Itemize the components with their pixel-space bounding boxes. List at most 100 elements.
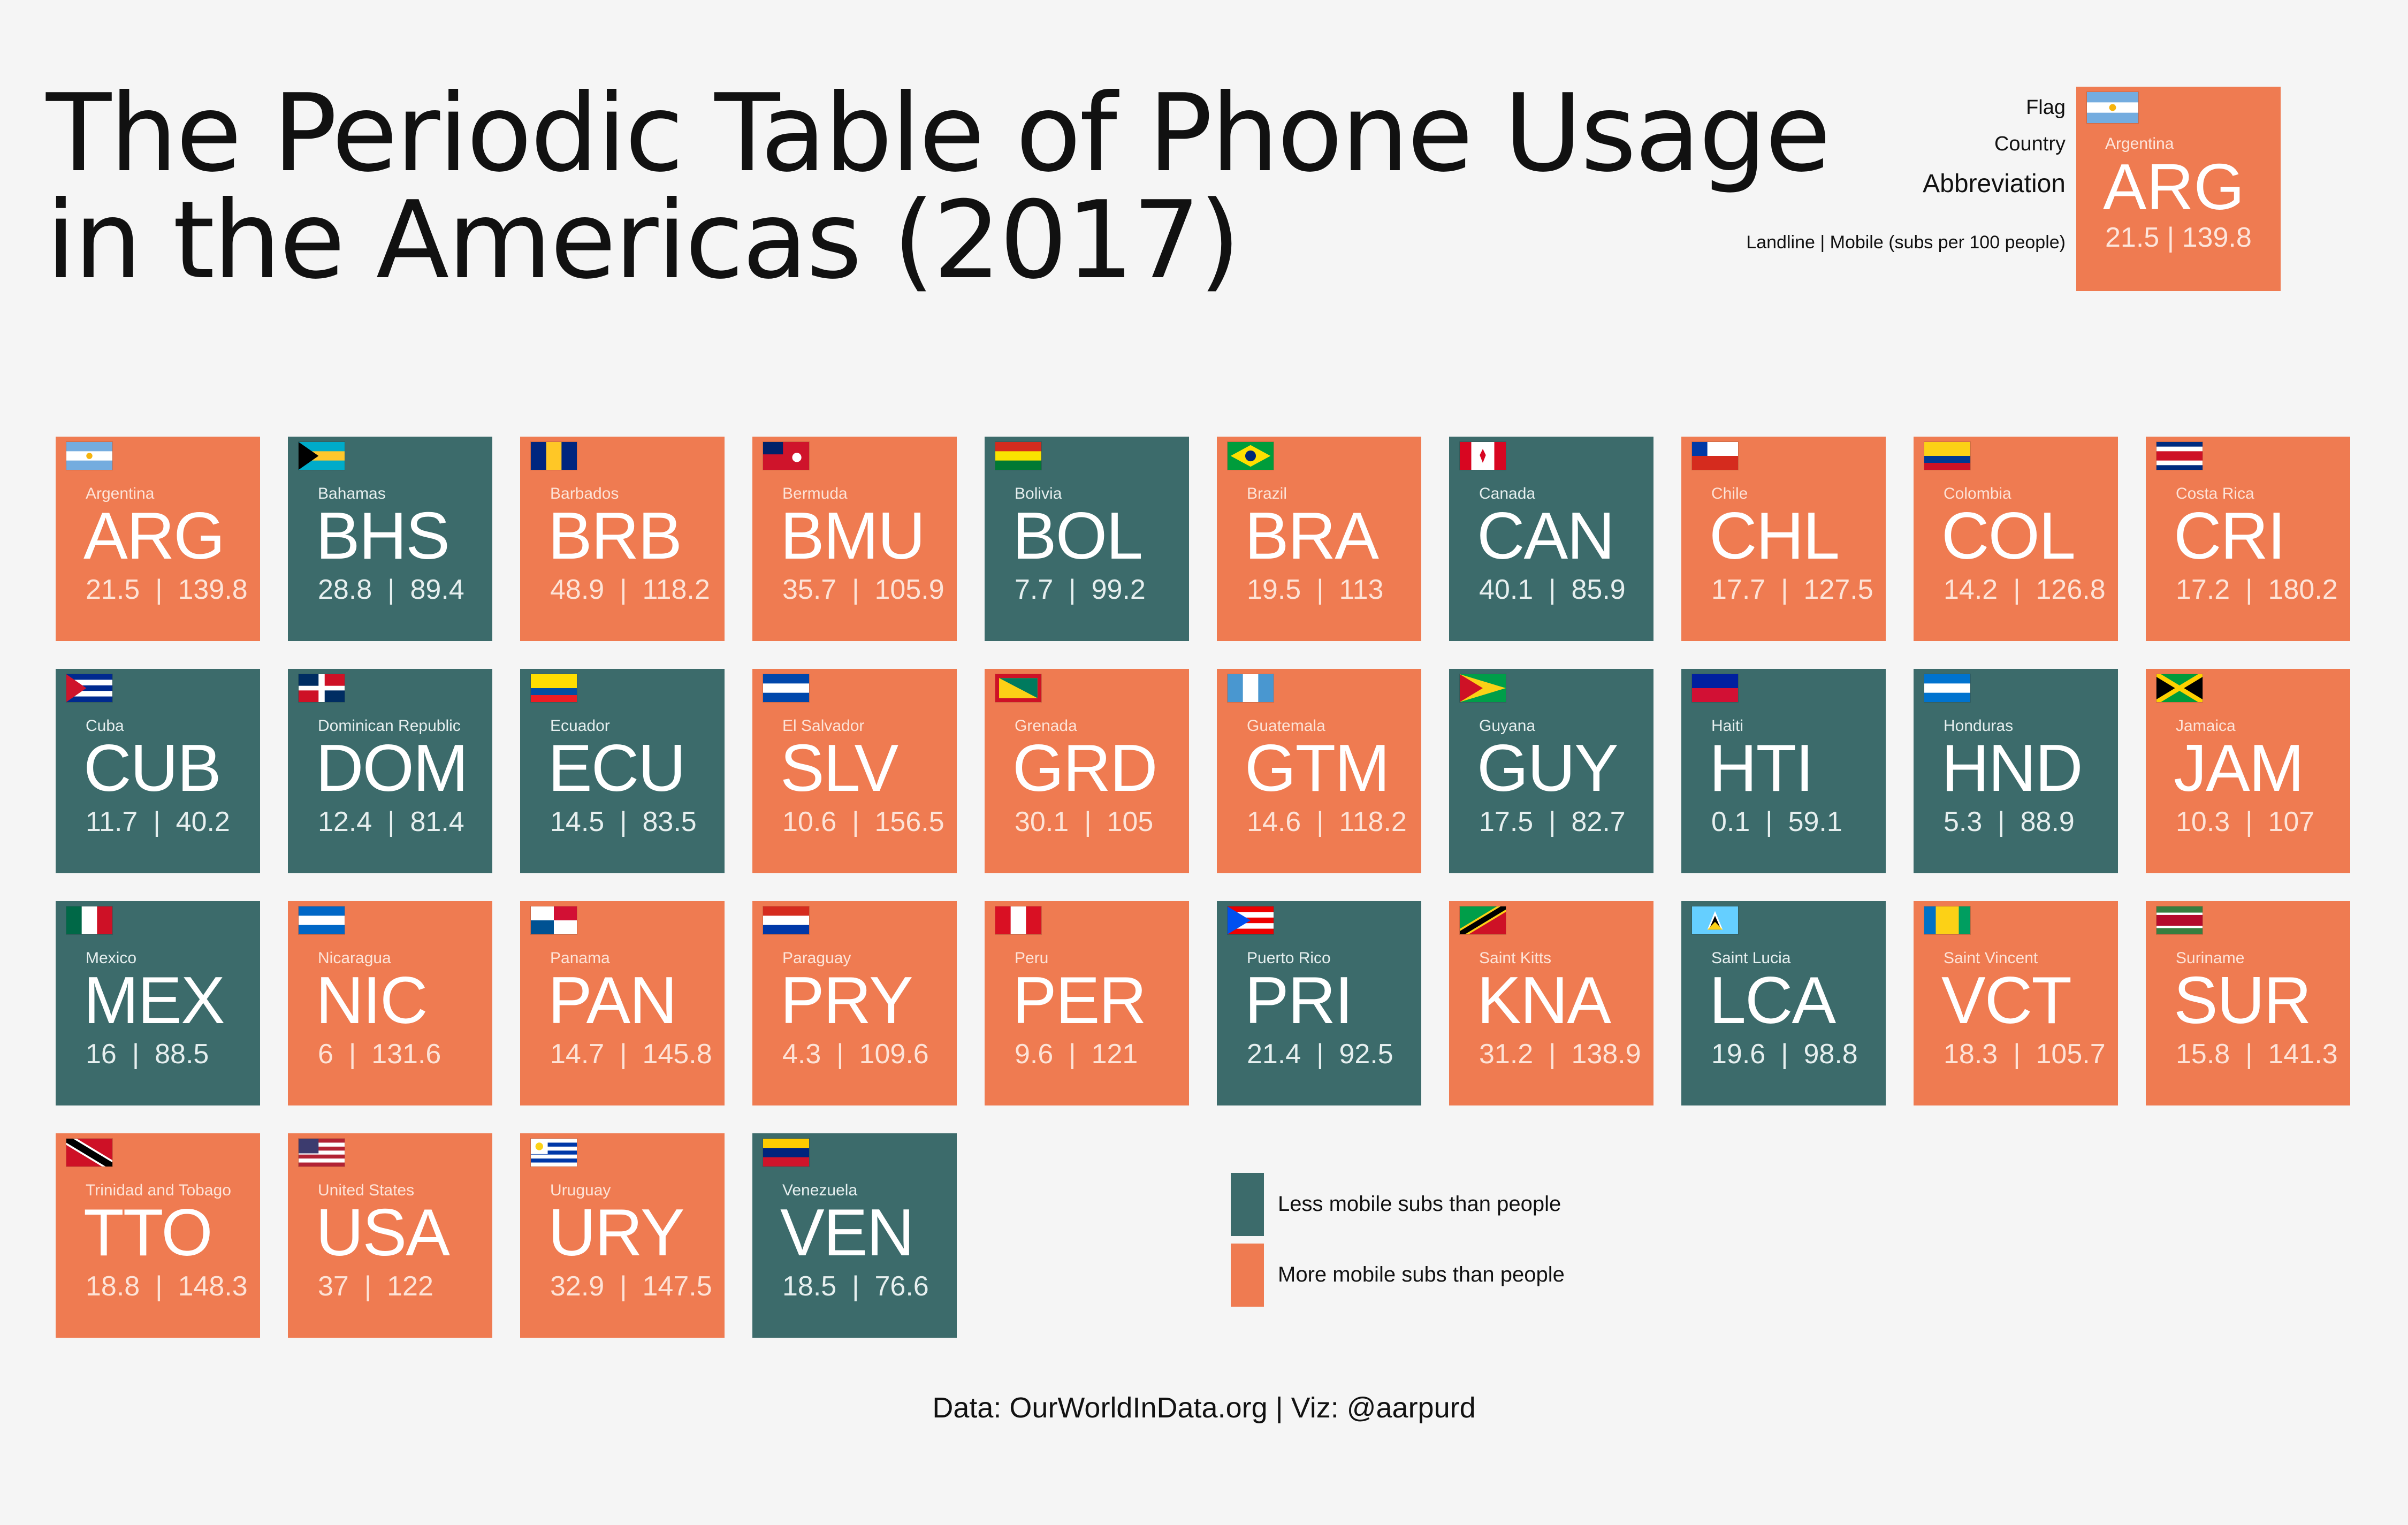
country-tile-lca: Saint Lucia LCA 19.6 | 98.8: [1681, 901, 1886, 1105]
tile-abbreviation: VEN: [780, 1196, 915, 1270]
country-tile-bra: Brazil BRA 19.5 | 113: [1217, 437, 1421, 641]
country-tile-grid: Argentina ARG 21.5 | 139.8 Bahamas BHS 28.8 |…: [56, 437, 2350, 1338]
country-tile-brb: Barbados BRB 48.9 | 118.2: [520, 437, 725, 641]
country-tile-pry: Paraguay PRY 4.3 | 109.6: [752, 901, 957, 1105]
country-tile-usa: United States USA 37 | 122: [288, 1133, 492, 1338]
tile-country-name: Suriname: [2176, 949, 2245, 967]
tile-key-labels: Flag Country Abbreviation Landline | Mob…: [1659, 0, 2066, 300]
tile-country-name: Brazil: [1247, 485, 1287, 502]
country-tile-dom: Dominican Republic DOM 12.4 | 81.4: [288, 669, 492, 873]
nicaragua-flag-icon: [299, 906, 345, 934]
tile-abbreviation: LCA: [1709, 964, 1836, 1038]
country-tile-ven: Venezuela VEN 18.5 | 76.6: [752, 1133, 957, 1338]
tile-values: 31.2 | 138.9: [1479, 1039, 1641, 1070]
tile-abbreviation: GTM: [1245, 731, 1390, 805]
country-tile-bol: Bolivia BOL 7.7 | 99.2: [985, 437, 1189, 641]
tile-abbreviation: TTO: [83, 1196, 213, 1270]
tile-values: 28.8 | 89.4: [318, 574, 464, 605]
suriname-flag-icon: [2156, 906, 2203, 934]
bolivia-flag-icon: [995, 442, 1041, 470]
tile-abbreviation: HTI: [1709, 731, 1814, 805]
bahamas-flag-icon: [299, 442, 345, 470]
tile-values: 11.7 | 40.2: [86, 806, 230, 837]
tile-country-name: United States: [318, 1181, 415, 1199]
tile-abbreviation: SLV: [780, 731, 898, 805]
paraguay-flag-icon: [763, 906, 809, 934]
tile-abbreviation: GUY: [1477, 731, 1619, 805]
tile-country-name: Bolivia: [1015, 485, 1062, 502]
country-tile-per: Peru PER 9.6 | 121: [985, 901, 1189, 1105]
tile-abbreviation: CAN: [1477, 499, 1615, 573]
country-tile-bhs: Bahamas BHS 28.8 | 89.4: [288, 437, 492, 641]
tile-values: 17.7 | 127.5: [1711, 574, 1873, 605]
country-tile-guy: Guyana GUY 17.5 | 82.7: [1449, 669, 1653, 873]
tile-abbreviation: KNA: [1477, 964, 1611, 1038]
tile-abbreviation: JAM: [2174, 731, 2304, 805]
barbados-flag-icon: [531, 442, 577, 470]
chile-flag-icon: [1692, 442, 1738, 470]
tile-values: 14.5 | 83.5: [550, 806, 697, 837]
legend-label-more: More mobile subs than people: [1278, 1263, 1565, 1286]
key-flag-label: Flag: [2026, 96, 2066, 119]
tile-country-name: Puerto Rico: [1247, 949, 1331, 967]
country-tile-vct: Saint Vincent VCT 18.3 | 105.7: [1914, 901, 2118, 1105]
country-tile-tto: Trinidad and Tobago TTO 18.8 | 148.3: [56, 1133, 260, 1338]
tile-country-name: Ecuador: [550, 717, 610, 735]
country-tile-cub: Cuba CUB 11.7 | 40.2: [56, 669, 260, 873]
country-tile-grd: Grenada GRD 30.1 | 105: [985, 669, 1189, 873]
guyana-flag-icon: [1460, 674, 1506, 702]
tile-values: 17.2 | 180.2: [2176, 574, 2338, 605]
guatemala-flag-icon: [1228, 674, 1274, 702]
tile-values: 18.3 | 105.7: [1944, 1039, 2106, 1070]
tile-country-name: Peru: [1015, 949, 1049, 967]
tile-abbreviation: NIC: [316, 964, 428, 1038]
legend-swatch-less: [1231, 1173, 1264, 1236]
tile-values: 35.7 | 105.9: [782, 574, 944, 605]
tile-values: 5.3 | 88.9: [1944, 806, 2075, 837]
tile-country-name: Chile: [1711, 485, 1748, 502]
title-line-1: The Periodic Table of Phone Usage: [46, 71, 1831, 196]
country-tile-pan: Panama PAN 14.7 | 145.8: [520, 901, 725, 1105]
country-tile-ecu: Ecuador ECU 14.5 | 83.5: [520, 669, 725, 873]
tile-values: 21.4 | 92.5: [1247, 1039, 1393, 1070]
tile-country-name: Mexico: [86, 949, 137, 967]
tile-values: 30.1 | 105: [1015, 806, 1154, 837]
tile-country-name: Saint Vincent: [1944, 949, 2038, 967]
dominican-republic-flag-icon: [299, 674, 345, 702]
tile-abbreviation: BRA: [1245, 499, 1379, 573]
country-tile-chl: Chile CHL 17.7 | 127.5: [1681, 437, 1886, 641]
tile-country-name: Grenada: [1015, 717, 1077, 735]
country-tile-cri: Costa Rica CRI 17.2 | 180.2: [2146, 437, 2350, 641]
argentina-flag-icon: [66, 442, 112, 470]
costa-rica-flag-icon: [2156, 442, 2203, 470]
tile-country-name: Costa Rica: [2176, 485, 2254, 502]
tile-country-name: Bermuda: [782, 485, 848, 502]
tile-values: 40.1 | 85.9: [1479, 574, 1626, 605]
country-tile-pri: Puerto Rico PRI 21.4 | 92.5: [1217, 901, 1421, 1105]
mexico-flag-icon: [66, 906, 112, 934]
key-example-abbreviation: ARG: [2103, 150, 2245, 223]
jamaica-flag-icon: [2156, 674, 2203, 702]
tile-values: 17.5 | 82.7: [1479, 806, 1626, 837]
tile-country-name: Saint Lucia: [1711, 949, 1791, 967]
country-tile-nic: Nicaragua NIC 6 | 131.6: [288, 901, 492, 1105]
tile-values: 32.9 | 147.5: [550, 1271, 712, 1302]
country-tile-hti: Haiti HTI 0.1 | 59.1: [1681, 669, 1886, 873]
canada-flag-icon: [1460, 442, 1506, 470]
key-example-tile: Argentina ARG 21.5 | 139.8: [2076, 87, 2281, 291]
tile-abbreviation: PAN: [548, 964, 677, 1038]
colombia-flag-icon: [1924, 442, 1970, 470]
tile-country-name: Dominican Republic: [318, 717, 461, 735]
key-country-label: Country: [1994, 133, 2066, 155]
key-example-country: Argentina: [2105, 135, 2174, 152]
key-abbreviation-label: Abbreviation: [1923, 170, 2066, 198]
tile-country-name: Guyana: [1479, 717, 1536, 735]
key-values-label: Landline | Mobile (subs per 100 people): [1746, 232, 2066, 253]
tile-country-name: Jamaica: [2176, 717, 2236, 735]
tile-country-name: Panama: [550, 949, 610, 967]
tile-values: 10.3 | 107: [2176, 806, 2315, 837]
country-tile-col: Colombia COL 14.2 | 126.8: [1914, 437, 2118, 641]
tile-values: 9.6 | 121: [1015, 1039, 1138, 1070]
tile-abbreviation: VCT: [1941, 964, 2072, 1038]
tile-values: 10.6 | 156.5: [782, 806, 944, 837]
